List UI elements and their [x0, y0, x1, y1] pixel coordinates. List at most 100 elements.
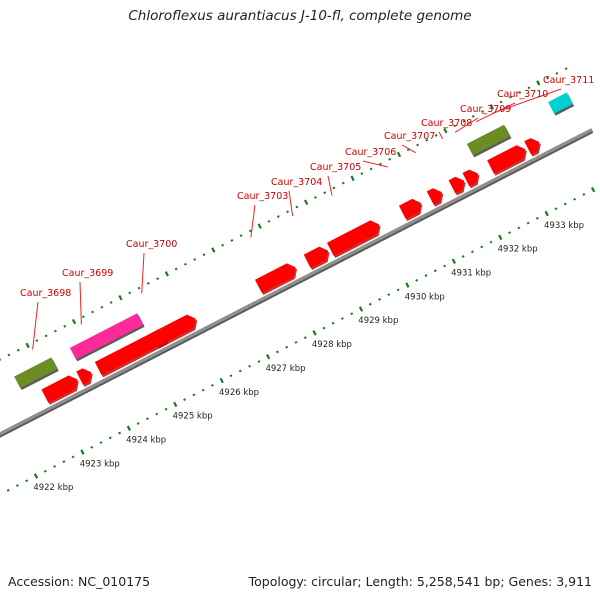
scale-track-minor-tick [563, 202, 567, 206]
upper-track-minor-tick [286, 210, 290, 214]
upper-track-minor-tick [434, 134, 438, 137]
feature-rna-3[interactable] [14, 357, 58, 389]
upper-track-minor-tick [221, 243, 225, 247]
gene-label[interactable]: Caur_3705 [310, 162, 361, 173]
feature-gene-7[interactable] [254, 263, 296, 294]
gene-label[interactable]: Caur_3706 [345, 147, 396, 158]
upper-track-minor-tick [462, 119, 466, 123]
scale-track-minor-tick [387, 293, 391, 297]
scale-track-major-tick [173, 401, 178, 408]
gene-label[interactable]: Caur_3711 [543, 75, 594, 86]
scale-track-major-tick [405, 282, 410, 288]
feature-highlight-5[interactable] [69, 313, 144, 360]
feature-gene-11[interactable] [426, 188, 442, 205]
scale-track-minor-tick [201, 388, 205, 392]
upper-track-major-tick [164, 271, 169, 277]
scale-track-major-tick [219, 377, 224, 384]
leader-line [438, 131, 444, 140]
upper-track-minor-tick [230, 239, 234, 242]
gene-label[interactable]: Caur_3710 [497, 89, 548, 100]
gene-label[interactable]: Caur_3700 [126, 239, 177, 250]
scale-track-minor-tick [461, 255, 465, 258]
upper-track-major-tick [304, 199, 309, 205]
scale-track-minor-tick [331, 321, 335, 325]
upper-track-minor-tick [137, 286, 141, 290]
upper-track-minor-tick [248, 229, 252, 233]
upper-track-minor-tick [193, 258, 197, 261]
upper-track-minor-tick [313, 196, 317, 199]
gene-label[interactable]: Caur_3704 [271, 177, 322, 188]
scale-track-minor-tick [99, 441, 103, 444]
feature-gene-15[interactable] [524, 138, 540, 155]
scale-track-minor-tick [6, 488, 10, 492]
gene-label[interactable]: Caur_3699 [62, 268, 113, 279]
gene-label[interactable]: Caur_3703 [237, 191, 288, 202]
upper-track-minor-tick [16, 348, 20, 352]
scale-tick-label: 4933 kbp [544, 221, 584, 231]
scale-track-minor-tick [257, 360, 261, 363]
upper-track-major-tick [257, 223, 262, 229]
feature-gene-8[interactable] [303, 246, 329, 268]
leader-line [250, 204, 256, 238]
leader-line [492, 88, 562, 114]
upper-track-minor-tick [267, 219, 271, 223]
upper-track-minor-tick [53, 329, 57, 333]
scale-track-major-tick [498, 234, 503, 241]
scale-tick-label: 4926 kbp [219, 388, 259, 398]
scale-track-major-tick [451, 258, 456, 264]
gene-label[interactable]: Caur_3698 [20, 288, 71, 299]
scale-tick-label: 4923 kbp [80, 459, 120, 469]
gene-label[interactable]: Caur_3709 [460, 104, 511, 115]
scale-track-minor-tick [415, 278, 419, 282]
feature-gene-14[interactable] [487, 145, 526, 174]
feature-gene-2[interactable] [76, 368, 92, 385]
upper-track-minor-tick [555, 72, 559, 75]
upper-track-minor-tick [453, 124, 457, 128]
feature-gene-13[interactable] [462, 169, 479, 187]
upper-track-minor-tick [276, 215, 280, 218]
scale-track-minor-tick [25, 479, 29, 483]
upper-track-minor-tick [378, 162, 382, 166]
feature-gene-12[interactable] [448, 176, 465, 194]
scale-track-minor-tick [53, 465, 57, 468]
scale-track-minor-tick [480, 245, 484, 249]
scale-tick-label: 4930 kbp [405, 292, 445, 302]
gene-label[interactable]: Caur_3707 [384, 131, 435, 142]
scale-track [0, 186, 596, 496]
feature-cyan-17[interactable] [548, 92, 573, 114]
scale-labels: 4922 kbp 4923 kbp 4924 kbp 4925 kbp 4926 kbp… [33, 221, 584, 493]
upper-track-minor-tick [406, 148, 410, 152]
scale-track-minor-tick [145, 417, 149, 421]
scale-tick-label: 4931 kbp [451, 268, 491, 278]
genome-backbone [0, 128, 594, 438]
feature-gene-1[interactable] [41, 375, 78, 403]
upper-track-minor-tick [508, 95, 512, 99]
feature-gene-10[interactable] [398, 198, 421, 220]
scale-track-major-tick [80, 449, 85, 455]
scale-track-minor-tick [71, 455, 75, 459]
scale-tick-label: 4932 kbp [498, 245, 538, 255]
upper-track-minor-tick [202, 253, 206, 257]
scale-track-minor-tick [517, 226, 521, 230]
gene-label[interactable]: Caur_3708 [421, 118, 472, 129]
feature-gene-9[interactable] [326, 220, 380, 257]
scale-tick-label: 4928 kbp [312, 340, 352, 350]
scale-track-minor-tick [248, 364, 252, 368]
upper-track-minor-tick [183, 262, 187, 266]
scale-track-minor-tick [368, 302, 372, 306]
feature-gene-4[interactable] [94, 328, 168, 376]
scale-tick-label: 4925 kbp [173, 412, 213, 422]
scale-track-minor-tick [210, 383, 214, 387]
scale-track-major-tick [358, 306, 364, 312]
scale-track-minor-tick [396, 288, 400, 292]
upper-track-major-tick [443, 127, 448, 134]
upper-track-major-tick [350, 175, 355, 182]
feature-rna-16[interactable] [466, 124, 510, 156]
upper-track-minor-tick [156, 277, 160, 280]
upper-track-minor-tick [332, 186, 336, 190]
scale-track-minor-tick [118, 431, 122, 435]
upper-track-major-tick [489, 104, 494, 110]
feature-gene-6[interactable] [150, 314, 196, 347]
scale-track-minor-tick [508, 231, 511, 235]
